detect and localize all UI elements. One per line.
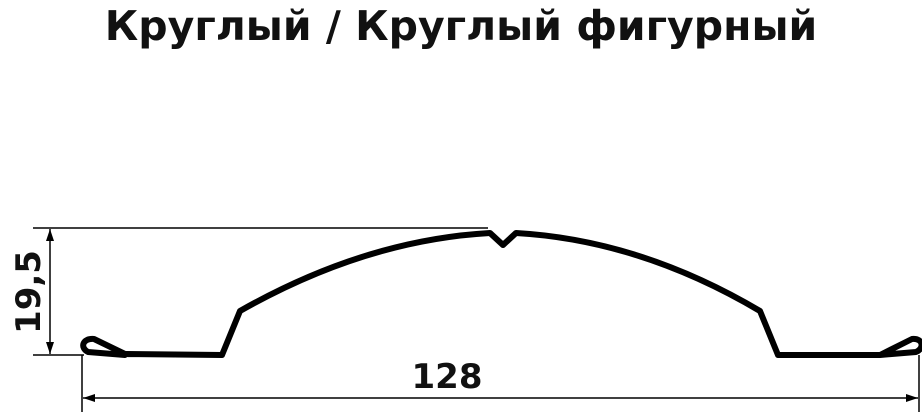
diagram-title: Круглый / Круглый фигурный [104, 2, 818, 50]
height-dimension-label: 19,5 [9, 250, 49, 334]
profile-shape [80, 230, 922, 358]
width-dimension-label: 128 [412, 357, 483, 397]
